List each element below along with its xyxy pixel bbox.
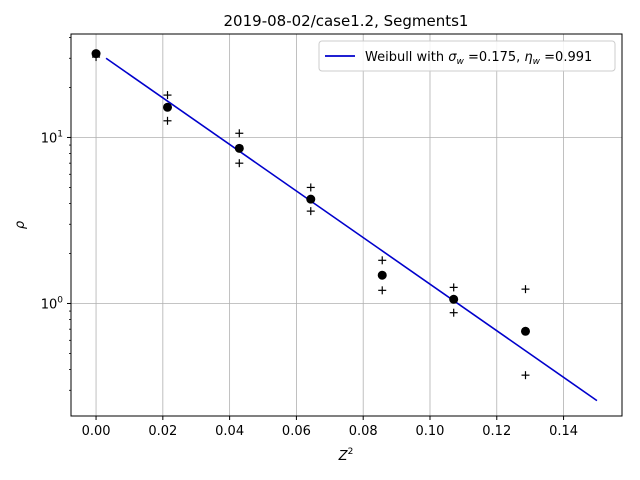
lower-bound-marker: [92, 53, 101, 62]
x-tick-label: 0.12: [482, 424, 511, 439]
legend-eta: η: [524, 50, 532, 65]
lower-bound-marker: [449, 308, 458, 317]
data-point: [163, 102, 173, 112]
lower-bound-marker: [163, 116, 172, 125]
legend-eta-sub: w: [533, 57, 541, 67]
lower-bound-marker: [306, 207, 315, 216]
y-tick-label: 101: [41, 129, 63, 146]
plot-area: [70, 33, 623, 417]
data-point: [306, 194, 316, 204]
upper-bound-marker: [235, 129, 244, 138]
legend-label: Weibull with σw =0.175, ηw =0.991: [365, 50, 592, 67]
lower-bound-marker: [235, 159, 244, 168]
data-point: [234, 143, 244, 153]
upper-bound-marker: [306, 183, 315, 192]
data-point: [377, 270, 387, 280]
upper-bound-marker: [521, 285, 530, 294]
weibull-fit-polyline: [105, 57, 598, 402]
x-tick-label: 0.06: [282, 424, 311, 439]
x-axis-label: Z2: [338, 447, 354, 464]
upper-bound-marker: [449, 283, 458, 292]
legend-sigma: σ: [448, 50, 457, 65]
legend-box: [318, 40, 616, 72]
legend: Weibull with σw =0.175, ηw =0.991: [318, 40, 616, 72]
data-markers: [91, 49, 530, 380]
y-tick-label: 100: [41, 295, 64, 312]
axes-frame: [70, 33, 623, 417]
x-tick-label: 0.08: [349, 424, 378, 439]
weibull-fit-line: [105, 57, 598, 402]
data-point: [449, 294, 459, 304]
upper-bound-marker: [378, 256, 387, 265]
legend-prefix: Weibull with: [365, 50, 448, 65]
upper-bound-marker: [163, 91, 172, 100]
x-axis-label-base: Z: [338, 449, 349, 464]
legend-sigma-sub: w: [457, 57, 465, 67]
chart-title: 2019-08-02/case1.2, Segments1: [224, 12, 469, 30]
y-tick-label-base: 10: [41, 297, 58, 312]
x-tick-label: 0.10: [416, 424, 445, 439]
x-tick-label: 0.02: [148, 424, 177, 439]
data-point: [520, 326, 530, 336]
legend-sigma-value: =0.175,: [464, 50, 525, 65]
x-axis-ticks: 0.00 0.02 0.04 0.06 0.08 0.10 0.12 0.14: [82, 416, 578, 439]
y-tick-label-exp: 0: [57, 295, 63, 305]
lower-bound-marker: [521, 371, 530, 380]
lower-bound-marker: [378, 286, 387, 295]
x-tick-label: 0.04: [215, 424, 244, 439]
x-axis-label-sup: 2: [348, 447, 354, 457]
y-axis-label: ρ: [13, 220, 28, 229]
y-tick-label-base: 10: [41, 131, 58, 146]
y-tick-label-exp: 1: [57, 129, 63, 139]
x-tick-label: 0.00: [82, 424, 111, 439]
legend-eta-value: =0.991: [540, 50, 592, 65]
x-tick-label: 0.14: [549, 424, 578, 439]
